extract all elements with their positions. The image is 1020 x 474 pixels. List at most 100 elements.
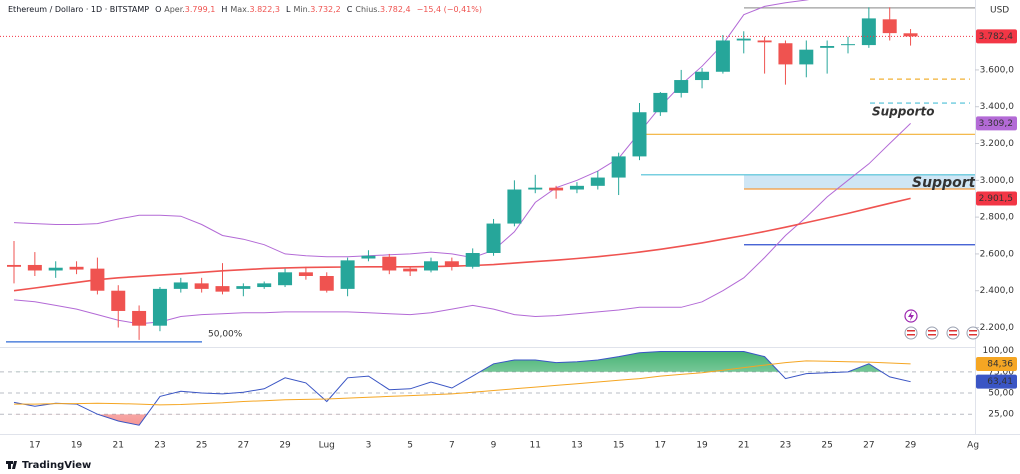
candle-body: [257, 283, 272, 288]
x-tick-label: 13: [571, 441, 582, 451]
candle-body: [528, 187, 543, 190]
candle-body: [882, 19, 897, 34]
candle-body: [361, 255, 376, 259]
candle-body: [403, 268, 418, 272]
candle-body: [340, 260, 355, 289]
x-tick-label: 15: [613, 441, 624, 451]
y-tick-label: 25,00: [988, 410, 1014, 420]
price-label: 3.782,4: [979, 32, 1014, 42]
candle-body: [695, 71, 710, 81]
field-name: Max.: [230, 5, 249, 14]
candle-body: [444, 261, 459, 267]
annotation: Supporto: [912, 175, 985, 191]
y-tick-label: 2.600,0: [980, 249, 1015, 259]
annotation: Supporto: [872, 105, 935, 119]
y-tick-label: 2.800,0: [980, 213, 1015, 223]
x-tick-label: 11: [530, 441, 541, 451]
candle-body: [820, 46, 835, 48]
candle-body: [841, 44, 855, 46]
candle-body: [48, 267, 63, 271]
y-tick-label: 3.600,0: [980, 65, 1015, 75]
candle-body: [486, 223, 501, 253]
candle-body: [903, 33, 918, 37]
legend-header: Ethereum / Dollaro · 1D · BITSTAMP O Aper.…: [8, 5, 482, 14]
x-tick-label: Ag: [967, 441, 979, 451]
field-value: 3.782,4: [380, 5, 411, 14]
candle-body: [799, 49, 814, 65]
axes: 2.200,0 2.400,0 2.600,0 2.800,0 3.000,0 3.200…: [29, 29, 1017, 451]
candle-body: [173, 282, 188, 289]
candle-body: [674, 80, 689, 93]
candle-body: [611, 156, 626, 178]
value-label-box: [976, 356, 1017, 371]
field-name: Chius.: [355, 5, 380, 14]
candle-body: [465, 253, 480, 267]
price-label: 2.901,5: [979, 194, 1013, 204]
x-tick-label: 27: [863, 441, 874, 451]
candle-body: [111, 290, 126, 311]
x-tick-label: Lug: [319, 441, 335, 451]
x-tick-label: 17: [29, 441, 40, 451]
change: −15,4 (−0,41%): [417, 5, 482, 14]
brand: TradingView: [22, 460, 91, 471]
field-key: L: [286, 5, 291, 14]
field-value: 3.732,2: [310, 5, 341, 14]
level-label: 50,00%: [208, 329, 243, 339]
y-tick-label: 50,00: [988, 389, 1014, 399]
x-tick-label: 19: [696, 441, 708, 451]
candle-body: [382, 256, 397, 271]
x-tick-label: 9: [491, 441, 497, 451]
support-zone: [744, 174, 975, 189]
y-tick-label: 100,00: [983, 346, 1015, 356]
brand-logo: [6, 461, 17, 469]
candle-body: [132, 310, 147, 326]
value-label: 63,41: [987, 377, 1013, 387]
candle-body: [69, 266, 84, 270]
event-icons: [904, 309, 980, 340]
candle-body: [215, 286, 230, 292]
field-name: Aper.: [164, 5, 185, 14]
price-pane: 50,00% Supporto Supporto: [0, 0, 985, 343]
field-key: O: [155, 5, 161, 14]
field-value: 3.799,1: [185, 5, 216, 14]
x-tick-label: 3: [366, 441, 372, 451]
x-tick-label: 19: [71, 441, 83, 451]
y-tick-label: 3.000,0: [980, 176, 1015, 186]
candle-body: [319, 276, 334, 291]
candle-body: [278, 272, 293, 286]
symbol: Ethereum / Dollaro · 1D · BITSTAMP: [8, 5, 149, 14]
candle-body: [298, 272, 313, 276]
rsi-zone-fill: [14, 351, 911, 372]
x-tick-label: 21: [738, 441, 749, 451]
value-label: 84,36: [987, 359, 1013, 369]
x-tick-label: 25: [821, 441, 832, 451]
candle-body: [590, 177, 605, 186]
candle-body: [549, 187, 564, 191]
x-tick-label: 29: [279, 441, 291, 451]
value-label-box: [976, 374, 1017, 389]
field-key: H: [221, 5, 227, 14]
candle-body: [194, 283, 209, 289]
x-tick-label: 17: [655, 441, 666, 451]
price-label-box: [976, 116, 1017, 131]
overlay-line: [13, 0, 810, 259]
rsi-line: [14, 360, 911, 406]
candle-body: [653, 92, 668, 113]
y-tick-label: 2.400,0: [980, 286, 1015, 296]
candle-body: [90, 268, 105, 291]
candle-body: [757, 40, 772, 43]
x-tick-label: 7: [449, 441, 455, 451]
rsi-zone-fill: [97, 414, 148, 426]
candle-body: [7, 264, 21, 267]
x-tick-label: 23: [154, 441, 165, 451]
rsi-line: [13, 351, 911, 426]
candle-body: [152, 288, 167, 326]
y-tick-label: 2.200,0: [980, 323, 1015, 333]
candle-body: [27, 264, 42, 271]
y-tick-label: 3.200,0: [980, 139, 1015, 149]
candle-body: [424, 261, 438, 271]
candle-body: [507, 189, 522, 224]
